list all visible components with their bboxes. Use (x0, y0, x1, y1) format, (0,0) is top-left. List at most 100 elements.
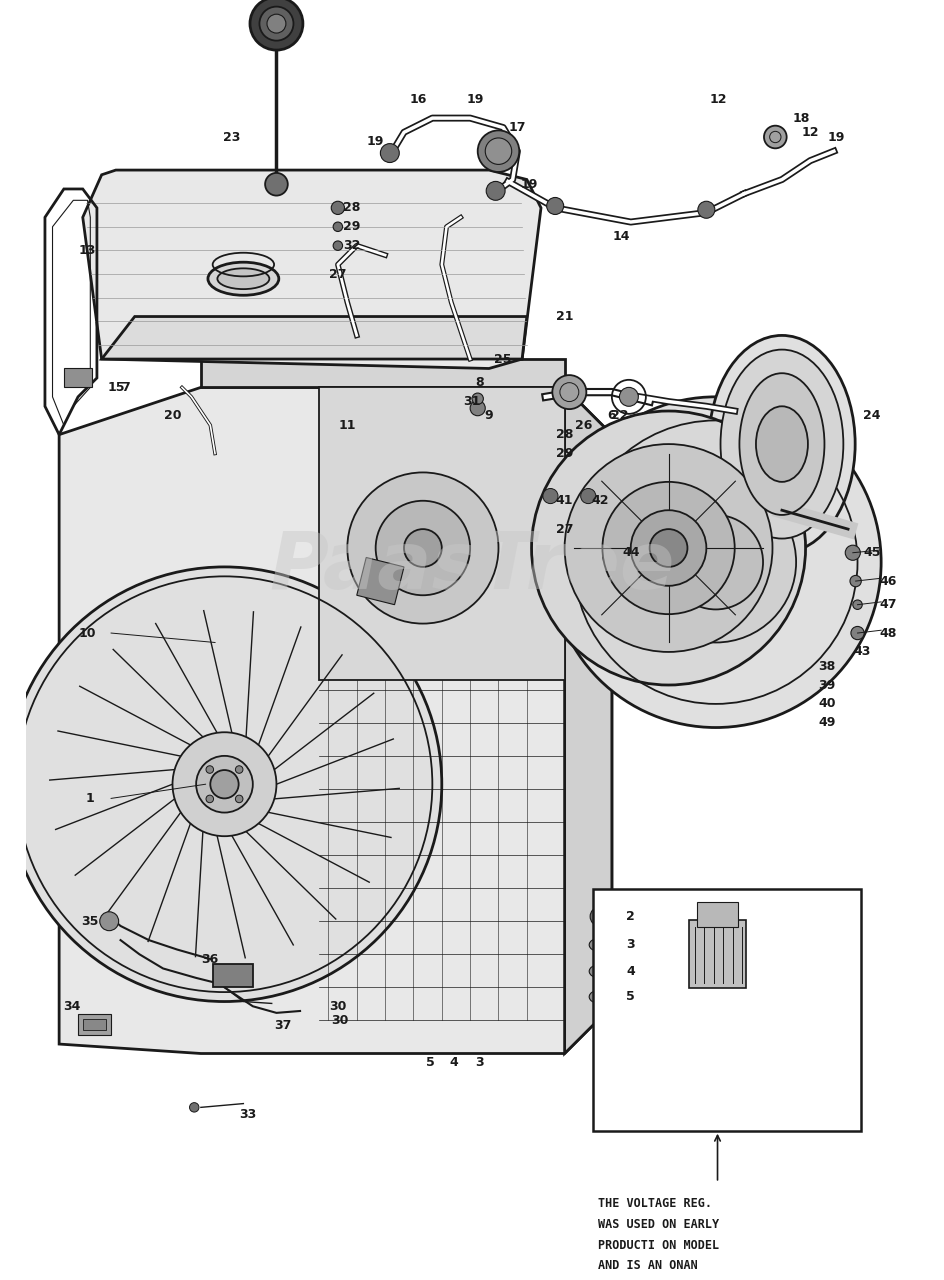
Circle shape (100, 911, 119, 931)
Text: PaasTree: PaasTree (269, 527, 674, 605)
Circle shape (190, 1102, 199, 1112)
Circle shape (380, 143, 399, 163)
Circle shape (470, 401, 484, 416)
Text: AND IS AN ONAN: AND IS AN ONAN (598, 1260, 697, 1272)
Text: 21: 21 (555, 310, 573, 323)
Text: THE VOLTAGE REG.: THE VOLTAGE REG. (598, 1197, 711, 1210)
Circle shape (601, 481, 733, 614)
Bar (213, 964, 253, 987)
Text: 19: 19 (827, 131, 845, 143)
Text: 5: 5 (426, 1056, 434, 1070)
Text: 28: 28 (555, 428, 573, 442)
Text: 38: 38 (818, 659, 835, 672)
Text: 12: 12 (709, 92, 727, 106)
Text: 19: 19 (465, 92, 483, 106)
Text: 10: 10 (78, 626, 96, 640)
Circle shape (196, 756, 253, 813)
Text: 47: 47 (878, 598, 896, 612)
Text: 39: 39 (818, 678, 835, 691)
Polygon shape (357, 558, 404, 604)
Polygon shape (102, 316, 526, 360)
Text: 18: 18 (791, 111, 809, 124)
Text: 28: 28 (343, 201, 361, 214)
Circle shape (697, 201, 714, 219)
Text: 24: 24 (862, 410, 880, 422)
Ellipse shape (755, 406, 807, 481)
Ellipse shape (208, 262, 278, 296)
Text: 12: 12 (801, 125, 818, 138)
Text: 29: 29 (555, 447, 573, 460)
Text: 1: 1 (86, 792, 94, 805)
Text: 3: 3 (475, 1056, 483, 1070)
Text: 30: 30 (330, 1014, 348, 1027)
Circle shape (618, 388, 637, 406)
Text: 44: 44 (621, 547, 639, 559)
Circle shape (376, 500, 470, 595)
Text: 9: 9 (484, 410, 493, 422)
Circle shape (333, 241, 343, 251)
Ellipse shape (588, 965, 609, 978)
Text: 31: 31 (463, 396, 480, 408)
Text: 30: 30 (329, 1000, 346, 1012)
Circle shape (8, 567, 442, 1001)
Bar (83, 1019, 107, 1030)
Circle shape (211, 771, 239, 799)
Text: 26: 26 (574, 419, 592, 431)
Circle shape (649, 529, 686, 567)
Circle shape (580, 489, 595, 503)
Text: 41: 41 (555, 494, 573, 507)
Circle shape (404, 529, 442, 567)
Ellipse shape (738, 374, 823, 515)
Text: 34: 34 (62, 1000, 80, 1012)
Text: WAS USED ON EARLY: WAS USED ON EARLY (598, 1217, 718, 1230)
Polygon shape (201, 360, 564, 388)
Text: 49: 49 (818, 717, 835, 730)
Ellipse shape (708, 335, 854, 553)
Bar (78, 1014, 111, 1034)
Polygon shape (564, 388, 611, 1053)
Text: 4: 4 (626, 965, 634, 978)
Text: 11: 11 (338, 419, 356, 431)
Bar (64, 369, 93, 388)
Ellipse shape (588, 991, 609, 1004)
Ellipse shape (217, 269, 269, 289)
Ellipse shape (719, 349, 842, 539)
Circle shape (206, 765, 213, 773)
Circle shape (542, 489, 557, 503)
Circle shape (589, 908, 608, 925)
Text: 17: 17 (508, 122, 526, 134)
Text: 2: 2 (626, 910, 634, 923)
Ellipse shape (588, 938, 609, 951)
Text: 19: 19 (520, 178, 538, 191)
Text: 5: 5 (626, 991, 634, 1004)
Circle shape (551, 375, 585, 410)
Text: 27: 27 (329, 268, 346, 280)
Polygon shape (59, 388, 611, 1053)
Circle shape (265, 173, 288, 196)
Text: 36: 36 (201, 952, 219, 965)
Circle shape (763, 125, 785, 148)
Circle shape (235, 795, 243, 803)
Circle shape (634, 481, 795, 643)
FancyBboxPatch shape (696, 902, 737, 927)
Ellipse shape (593, 941, 604, 948)
Circle shape (549, 397, 880, 727)
Polygon shape (319, 388, 564, 680)
Text: 20: 20 (163, 410, 181, 422)
Circle shape (564, 444, 771, 652)
Text: 40: 40 (818, 698, 835, 710)
Circle shape (250, 0, 303, 50)
Text: 4: 4 (449, 1056, 458, 1070)
Circle shape (630, 511, 705, 586)
Text: PRODUCTI ON MODEL: PRODUCTI ON MODEL (598, 1239, 718, 1252)
Text: 25: 25 (494, 352, 512, 366)
Ellipse shape (593, 968, 604, 975)
Text: 23: 23 (223, 131, 241, 143)
Circle shape (331, 201, 345, 215)
Text: 29: 29 (343, 220, 361, 233)
Text: 6: 6 (607, 410, 615, 422)
Circle shape (851, 600, 861, 609)
Circle shape (484, 138, 511, 164)
Circle shape (849, 576, 860, 586)
Circle shape (850, 626, 863, 640)
